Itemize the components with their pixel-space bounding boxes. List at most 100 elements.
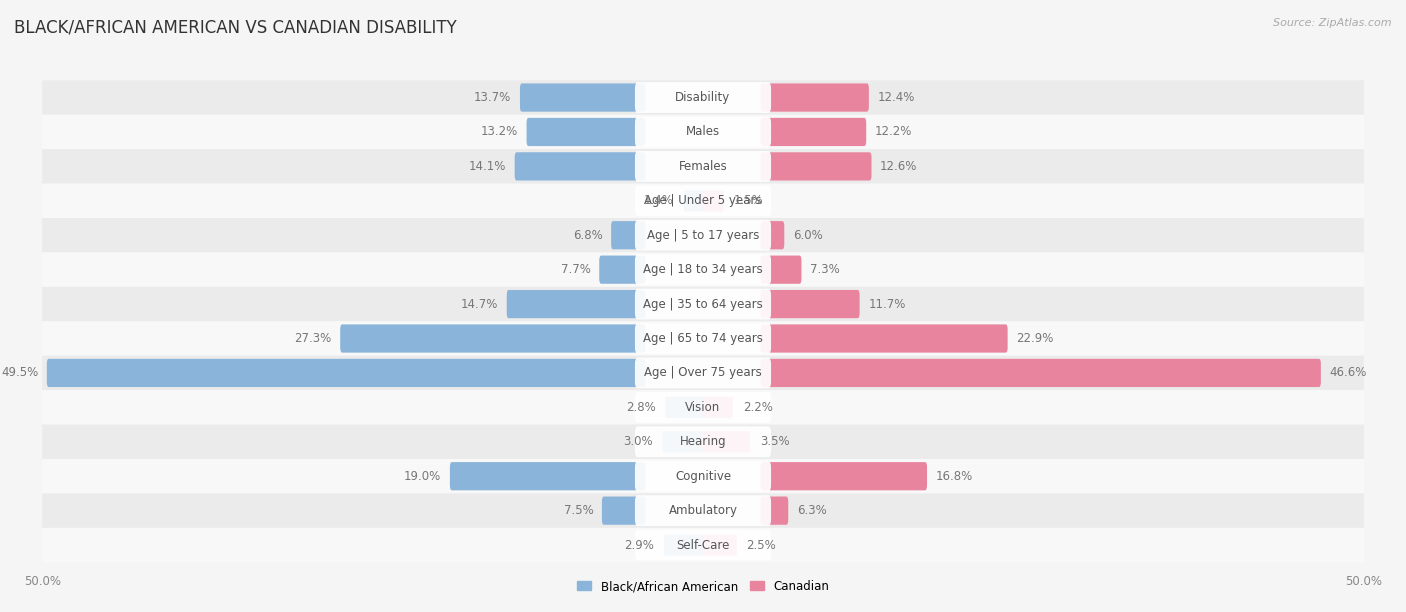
Text: 16.8%: 16.8% xyxy=(935,470,973,483)
Text: 7.5%: 7.5% xyxy=(564,504,593,517)
FancyBboxPatch shape xyxy=(636,82,770,113)
Text: 13.7%: 13.7% xyxy=(474,91,512,104)
Text: Cognitive: Cognitive xyxy=(675,470,731,483)
FancyBboxPatch shape xyxy=(636,185,770,216)
FancyBboxPatch shape xyxy=(761,221,785,249)
FancyBboxPatch shape xyxy=(42,528,1364,562)
Text: 3.5%: 3.5% xyxy=(759,435,789,448)
Text: 12.4%: 12.4% xyxy=(877,91,915,104)
FancyBboxPatch shape xyxy=(636,357,770,389)
FancyBboxPatch shape xyxy=(506,290,645,318)
Text: Age | 35 to 64 years: Age | 35 to 64 years xyxy=(643,297,763,310)
FancyBboxPatch shape xyxy=(703,190,724,212)
FancyBboxPatch shape xyxy=(636,392,770,423)
FancyBboxPatch shape xyxy=(761,359,1320,387)
Text: 14.7%: 14.7% xyxy=(461,297,498,310)
FancyBboxPatch shape xyxy=(520,83,645,111)
FancyBboxPatch shape xyxy=(599,256,645,284)
Text: BLACK/AFRICAN AMERICAN VS CANADIAN DISABILITY: BLACK/AFRICAN AMERICAN VS CANADIAN DISAB… xyxy=(14,18,457,36)
Text: 6.8%: 6.8% xyxy=(572,229,603,242)
FancyBboxPatch shape xyxy=(602,496,645,524)
FancyBboxPatch shape xyxy=(761,256,801,284)
Text: Hearing: Hearing xyxy=(679,435,727,448)
FancyBboxPatch shape xyxy=(46,359,645,387)
Text: Females: Females xyxy=(679,160,727,173)
FancyBboxPatch shape xyxy=(703,534,737,556)
FancyBboxPatch shape xyxy=(636,254,770,285)
FancyBboxPatch shape xyxy=(42,149,1364,184)
FancyBboxPatch shape xyxy=(42,356,1364,390)
FancyBboxPatch shape xyxy=(636,116,770,147)
Text: Age | Over 75 years: Age | Over 75 years xyxy=(644,367,762,379)
FancyBboxPatch shape xyxy=(636,495,770,526)
FancyBboxPatch shape xyxy=(636,461,770,491)
Text: 49.5%: 49.5% xyxy=(1,367,38,379)
Text: 6.0%: 6.0% xyxy=(793,229,823,242)
FancyBboxPatch shape xyxy=(703,431,749,452)
FancyBboxPatch shape xyxy=(664,534,703,556)
Text: 14.1%: 14.1% xyxy=(468,160,506,173)
FancyBboxPatch shape xyxy=(703,397,733,418)
FancyBboxPatch shape xyxy=(42,115,1364,149)
FancyBboxPatch shape xyxy=(761,324,1008,353)
Text: 22.9%: 22.9% xyxy=(1017,332,1053,345)
Text: 7.3%: 7.3% xyxy=(810,263,839,276)
Text: Age | 5 to 17 years: Age | 5 to 17 years xyxy=(647,229,759,242)
Text: Vision: Vision xyxy=(685,401,721,414)
Text: Males: Males xyxy=(686,125,720,138)
Text: Age | 18 to 34 years: Age | 18 to 34 years xyxy=(643,263,763,276)
Text: 1.5%: 1.5% xyxy=(734,195,763,207)
FancyBboxPatch shape xyxy=(683,190,703,212)
Text: 19.0%: 19.0% xyxy=(404,470,441,483)
Text: Age | Under 5 years: Age | Under 5 years xyxy=(644,195,762,207)
FancyBboxPatch shape xyxy=(42,287,1364,321)
FancyBboxPatch shape xyxy=(761,118,866,146)
FancyBboxPatch shape xyxy=(42,253,1364,287)
FancyBboxPatch shape xyxy=(42,459,1364,493)
FancyBboxPatch shape xyxy=(340,324,645,353)
FancyBboxPatch shape xyxy=(636,151,770,182)
Text: 46.6%: 46.6% xyxy=(1330,367,1367,379)
Text: 6.3%: 6.3% xyxy=(797,504,827,517)
Text: 27.3%: 27.3% xyxy=(294,332,332,345)
FancyBboxPatch shape xyxy=(612,221,645,249)
Text: 7.7%: 7.7% xyxy=(561,263,591,276)
Text: 1.4%: 1.4% xyxy=(644,195,673,207)
FancyBboxPatch shape xyxy=(42,321,1364,356)
FancyBboxPatch shape xyxy=(761,496,789,524)
Text: Ambulatory: Ambulatory xyxy=(668,504,738,517)
FancyBboxPatch shape xyxy=(636,323,770,354)
FancyBboxPatch shape xyxy=(42,390,1364,425)
FancyBboxPatch shape xyxy=(636,529,770,561)
Text: Age | 65 to 74 years: Age | 65 to 74 years xyxy=(643,332,763,345)
FancyBboxPatch shape xyxy=(665,397,703,418)
Text: 2.2%: 2.2% xyxy=(742,401,772,414)
FancyBboxPatch shape xyxy=(42,184,1364,218)
FancyBboxPatch shape xyxy=(527,118,645,146)
Legend: Black/African American, Canadian: Black/African American, Canadian xyxy=(576,580,830,593)
FancyBboxPatch shape xyxy=(42,493,1364,528)
Text: Source: ZipAtlas.com: Source: ZipAtlas.com xyxy=(1274,18,1392,28)
FancyBboxPatch shape xyxy=(761,290,859,318)
FancyBboxPatch shape xyxy=(42,80,1364,115)
Text: 12.6%: 12.6% xyxy=(880,160,918,173)
Text: 2.8%: 2.8% xyxy=(626,401,655,414)
Text: Disability: Disability xyxy=(675,91,731,104)
FancyBboxPatch shape xyxy=(761,152,872,181)
FancyBboxPatch shape xyxy=(636,220,770,251)
FancyBboxPatch shape xyxy=(42,218,1364,253)
Text: Self-Care: Self-Care xyxy=(676,539,730,551)
FancyBboxPatch shape xyxy=(662,431,703,452)
FancyBboxPatch shape xyxy=(42,425,1364,459)
Text: 12.2%: 12.2% xyxy=(875,125,912,138)
Text: 2.5%: 2.5% xyxy=(747,539,776,551)
FancyBboxPatch shape xyxy=(450,462,645,490)
Text: 3.0%: 3.0% xyxy=(623,435,652,448)
Text: 13.2%: 13.2% xyxy=(481,125,517,138)
FancyBboxPatch shape xyxy=(636,427,770,457)
FancyBboxPatch shape xyxy=(636,289,770,319)
Text: 11.7%: 11.7% xyxy=(868,297,905,310)
FancyBboxPatch shape xyxy=(761,462,927,490)
FancyBboxPatch shape xyxy=(515,152,645,181)
Text: 2.9%: 2.9% xyxy=(624,539,654,551)
